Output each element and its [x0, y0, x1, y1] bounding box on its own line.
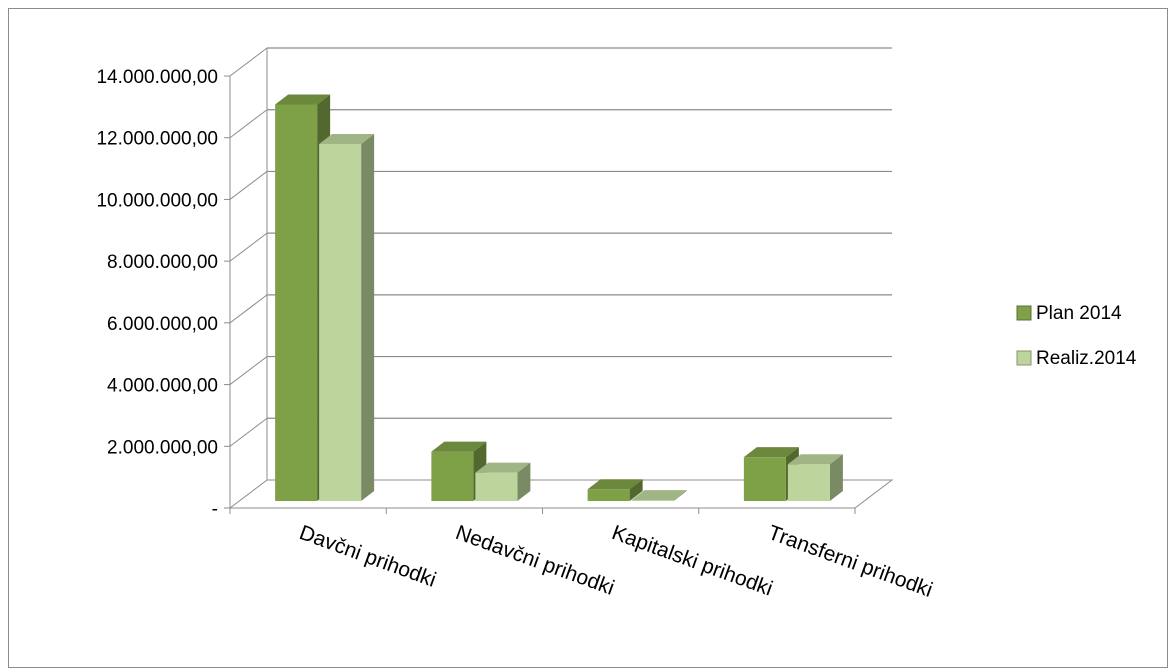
- bar-front: [744, 457, 786, 501]
- y-tick-label: -: [212, 499, 218, 520]
- legend-label: Plan 2014: [1036, 303, 1122, 324]
- gridline-side: [230, 48, 267, 76]
- bar-front: [632, 500, 674, 501]
- gridline-side: [230, 357, 267, 385]
- y-tick-label: 2.000.000,00: [107, 437, 218, 458]
- bar-front: [788, 464, 830, 501]
- legend-swatch: [1017, 306, 1031, 320]
- gridline-side: [230, 233, 267, 261]
- bar-front: [475, 473, 517, 501]
- bars: [275, 94, 843, 501]
- y-tick-label: 10.000.000,00: [96, 190, 218, 211]
- legend-item: Realiz.2014: [1017, 348, 1137, 369]
- gridline-side: [230, 295, 267, 323]
- legend-swatch: [1017, 351, 1031, 365]
- bar-front: [431, 452, 473, 501]
- legend: Plan 2014 Realiz.2014: [1017, 303, 1137, 369]
- y-tick-label: 4.000.000,00: [107, 376, 218, 397]
- legend-item: Plan 2014: [1017, 303, 1122, 324]
- bar: [475, 463, 530, 501]
- gridline-side: [230, 418, 267, 446]
- y-tick-label: 12.000.000,00: [96, 129, 218, 150]
- x-tick-label: Nedavčni prihodki: [453, 521, 618, 600]
- bar-side: [361, 134, 374, 501]
- gridline-side: [230, 110, 267, 138]
- bar: [319, 134, 374, 501]
- x-tick-label: Kapitalski prihodki: [609, 521, 776, 601]
- y-tick-label: 14.000.000,00: [96, 67, 218, 88]
- y-axis-tick-labels: - 2.000.000,00 4.000.000,00 6.000.000,00 8.0…: [96, 67, 218, 520]
- bar-front: [588, 489, 630, 501]
- legend-label: Realiz.2014: [1036, 348, 1137, 369]
- y-tick-label: 6.000.000,00: [107, 314, 218, 335]
- x-tick-label: Davčni prihodki: [296, 521, 439, 592]
- x-tick-label: Transferni prihodki: [765, 521, 936, 602]
- bar: [788, 454, 843, 501]
- bar-chart: - 2.000.000,00 4.000.000,00 6.000.000,00 8.0…: [0, 0, 1174, 649]
- x-axis-tick-labels: Davčni prihodki Nedavčni prihodkiKapitals…: [296, 521, 935, 602]
- bar-front: [275, 104, 317, 501]
- bar-front: [319, 144, 361, 501]
- gridline-side: [230, 171, 267, 199]
- y-tick-label: 8.000.000,00: [107, 252, 218, 273]
